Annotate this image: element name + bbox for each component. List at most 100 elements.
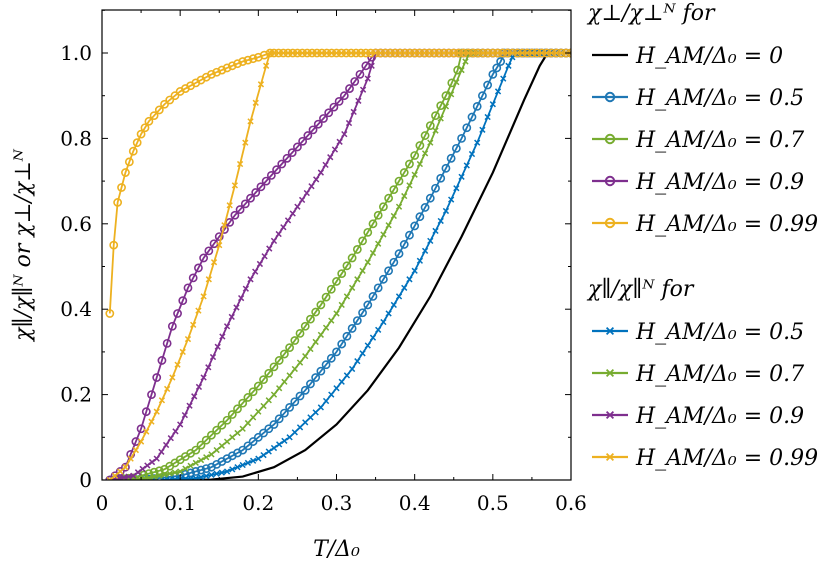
data-point <box>222 415 232 425</box>
data-point <box>136 424 146 434</box>
data-point <box>350 77 360 86</box>
data-point <box>269 420 279 429</box>
data-point <box>187 462 194 469</box>
data-point <box>377 49 384 57</box>
data-point <box>406 182 413 189</box>
data-point <box>136 129 146 139</box>
data-point <box>509 49 516 57</box>
data-point <box>405 230 414 240</box>
data-point <box>420 131 430 140</box>
data-point <box>343 49 350 57</box>
data-point <box>147 390 156 399</box>
data-point <box>313 176 320 183</box>
data-point <box>317 404 324 411</box>
x-tick-label: 0.4 <box>399 491 431 515</box>
data-point <box>222 63 232 73</box>
series-perp-1 <box>105 48 571 480</box>
data-point <box>303 189 310 197</box>
data-point <box>321 292 331 302</box>
legend-label: H_AM/Δ₀ = 0.7 <box>635 362 804 387</box>
data-point <box>162 338 172 348</box>
data-point <box>199 253 209 263</box>
data-point <box>289 49 296 57</box>
data-point <box>343 293 351 300</box>
data-point <box>457 133 466 143</box>
data-point <box>212 425 222 435</box>
data-point <box>451 143 461 153</box>
data-point <box>331 146 339 153</box>
data-point <box>214 343 221 350</box>
data-point <box>467 112 477 122</box>
data-point <box>249 457 257 464</box>
data-point <box>113 198 123 207</box>
data-point <box>131 437 141 446</box>
data-point <box>308 183 315 190</box>
data-point <box>287 148 297 158</box>
legend-title: χ⊥/χ⊥ᴺ for <box>586 1 716 26</box>
data-point <box>538 49 545 57</box>
data-point <box>229 466 236 473</box>
data-point <box>188 273 198 283</box>
data-point <box>234 464 241 471</box>
data-point <box>182 465 189 472</box>
data-point <box>358 308 367 318</box>
data-point <box>284 217 292 224</box>
data-point <box>436 173 446 183</box>
data-point <box>266 171 276 180</box>
data-point <box>389 257 399 267</box>
data-point <box>134 469 142 476</box>
data-point <box>425 121 435 130</box>
data-point <box>390 212 397 220</box>
legend-entry: H_AM/Δ₀ = 0 <box>592 44 783 69</box>
data-point <box>115 467 125 476</box>
data-point <box>221 222 228 229</box>
data-point <box>415 212 425 222</box>
x-tick-label: 0.3 <box>321 491 353 515</box>
legend-marker <box>604 217 616 229</box>
data-point <box>489 49 496 57</box>
data-point <box>458 66 465 74</box>
data-point <box>543 49 550 57</box>
data-point <box>141 407 151 417</box>
data-point <box>261 253 268 260</box>
data-point <box>238 445 248 455</box>
data-point <box>401 49 409 57</box>
data-point <box>247 118 254 125</box>
data-point <box>385 222 392 229</box>
data-point <box>298 136 308 146</box>
data-point <box>303 131 313 140</box>
data-point <box>368 219 378 229</box>
data-point <box>249 414 257 421</box>
data-point <box>131 476 138 480</box>
data-point <box>265 397 272 404</box>
data-point <box>186 468 195 478</box>
data-point <box>265 448 272 455</box>
data-point <box>144 462 151 469</box>
data-point <box>132 446 140 454</box>
x-tick-label: 0.5 <box>477 491 509 515</box>
y-tick-label: 0.2 <box>60 383 92 407</box>
series-par-8 <box>106 49 571 480</box>
data-point <box>179 348 186 356</box>
data-point <box>415 141 425 150</box>
data-point <box>281 378 288 385</box>
data-point <box>427 139 434 146</box>
data-point <box>483 80 493 90</box>
data-point <box>274 414 284 424</box>
data-point <box>187 475 194 480</box>
x-axis-label: T/Δ₀ <box>313 537 360 562</box>
data-point <box>106 476 113 480</box>
data-point <box>239 425 246 432</box>
data-point <box>285 403 294 412</box>
data-point <box>293 142 302 152</box>
data-point <box>416 257 424 264</box>
data-point <box>219 333 226 340</box>
data-point <box>316 366 326 376</box>
data-point <box>229 434 236 441</box>
data-point <box>394 249 404 259</box>
data-point <box>472 101 482 111</box>
data-point <box>364 75 371 82</box>
data-point <box>160 99 169 109</box>
legend-entry: H_AM/Δ₀ = 0.99 <box>592 212 818 237</box>
